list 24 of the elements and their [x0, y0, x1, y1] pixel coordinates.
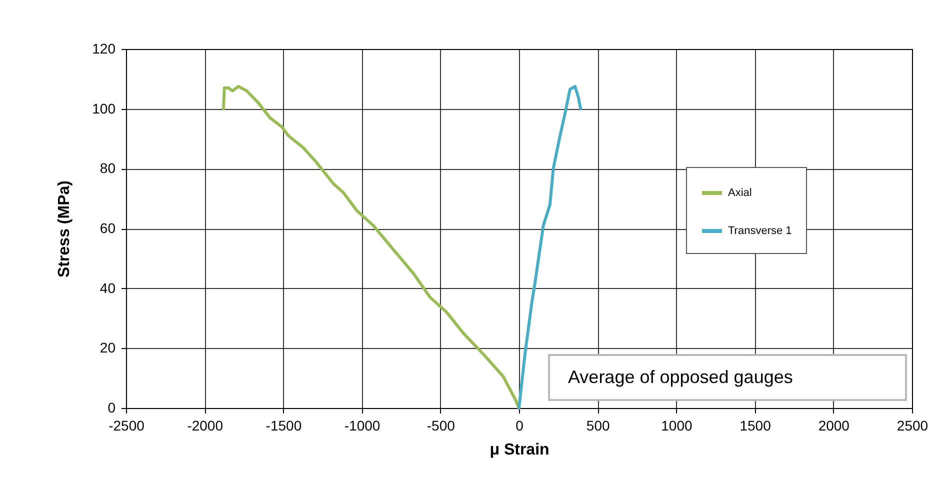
annotation: Average of opposed gauges	[568, 367, 793, 387]
x-tick-label: -2500	[108, 418, 145, 434]
x-tick-label: 1500	[740, 418, 772, 434]
x-tick-label: -500	[426, 418, 456, 434]
x-tick-label: -1500	[266, 418, 302, 434]
x-tick-label: 1000	[661, 418, 692, 434]
x-tick-label: 2000	[818, 418, 850, 434]
legend-label: Transverse 1	[728, 225, 792, 237]
x-tick-label: 2500	[896, 418, 928, 434]
y-tick-label: 100	[92, 100, 116, 116]
legend-label: Axial	[728, 187, 752, 199]
x-axis-title: μ Strain	[490, 442, 550, 458]
line-series	[222, 84, 520, 410]
y-tick-label: 60	[100, 220, 116, 236]
x-tick-label: 0	[516, 418, 524, 434]
y-axis-title: Stress (MPa)	[56, 180, 74, 278]
x-tick-label: -1000	[344, 418, 380, 434]
x-tick-label: 500	[586, 418, 610, 434]
y-tick-label: 40	[100, 280, 116, 296]
x-tick-label: -2000	[187, 418, 224, 434]
y-tick-label: 0	[108, 400, 116, 416]
y-tick-label: 20	[100, 340, 116, 356]
y-tick-label: 120	[92, 40, 116, 56]
y-tick-label: 80	[100, 160, 116, 176]
